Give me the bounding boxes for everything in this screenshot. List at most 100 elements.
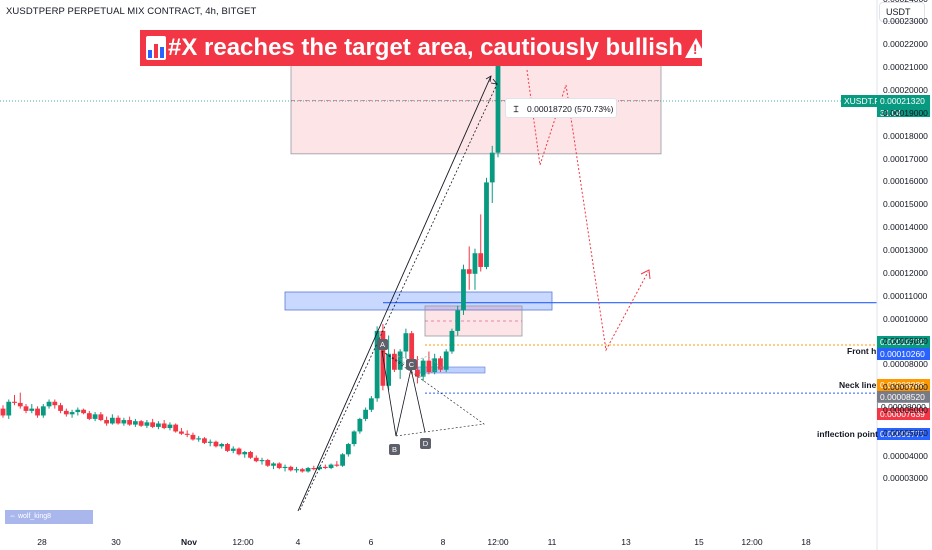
y-tick-label: 0.00011000 (883, 290, 928, 301)
last-price-tag: 0.00021320 31:04 (877, 95, 930, 118)
candle-body (121, 420, 127, 424)
candle-body (259, 460, 265, 462)
candle-body (368, 398, 374, 410)
last-price-value: 0.00021320 (880, 96, 925, 106)
candle-body (495, 60, 501, 153)
candle-body (276, 463, 282, 469)
candle-body (322, 466, 328, 469)
candle-body (225, 444, 230, 451)
candle-body (242, 452, 248, 455)
candle-body (478, 253, 484, 267)
x-tick-label: 15 (694, 537, 704, 547)
neck-line-label: Neck line (839, 380, 877, 390)
candle-body (472, 253, 478, 274)
chart-overlays (297, 0, 878, 550)
candle-body (432, 358, 438, 373)
x-tick-label: 28 (37, 537, 47, 547)
x-tick-label: 4 (295, 537, 301, 547)
pattern-point-a: A (377, 339, 388, 350)
y-tick-label: 0.00024000 (883, 0, 928, 4)
candle-body (363, 409, 369, 419)
y-tick-label: 0.00008000 (883, 359, 928, 370)
candle-body (265, 460, 271, 466)
candle-body (12, 401, 17, 403)
candle-body (236, 448, 242, 455)
candle-body (345, 444, 351, 455)
candle-body (288, 466, 294, 471)
countdown-value: 31:04 (880, 108, 902, 118)
candle-body (58, 405, 63, 411)
candle-body (489, 152, 495, 183)
y-tick-label: 0.00003000 (883, 473, 928, 484)
inflection-label: inflection point (817, 429, 878, 439)
y-tick-label: 0.00022000 (883, 39, 928, 50)
front-h-tag-2: 0.00010260 (877, 348, 930, 360)
candle-body (305, 468, 311, 472)
candle-body (386, 353, 392, 386)
candle-body (340, 454, 345, 466)
measure-arrowhead (485, 75, 498, 85)
y-tick-label: 0.00018000 (883, 130, 928, 141)
chart-annotations (0, 47, 877, 394)
currency-selector[interactable]: USDT (879, 2, 925, 22)
candle-body (230, 448, 236, 451)
x-tick-label: Nov (180, 537, 198, 547)
measure-tooltip: ⌶ 0.00018720 (570.73%) (505, 98, 617, 118)
symbol-header: XUSDTPERP PERPETUAL MIX CONTRACT, 4h, BI… (6, 6, 257, 17)
idea-title-banner: #X reaches the target area, cautiously b… (140, 30, 707, 66)
candle-body (0, 408, 6, 416)
inflection-tag: 0.00006777 (877, 428, 930, 440)
y-tick-label: 0.00010000 (883, 313, 928, 324)
neck-line-tag: 0.00008886 (877, 379, 930, 391)
pattern-point-c: C (406, 359, 417, 370)
candle-body (299, 469, 305, 472)
candle-body (98, 414, 104, 421)
candle-body (351, 431, 357, 445)
x-tick-label: 12:00 (232, 537, 254, 547)
measure-icon: ⌶ (513, 104, 519, 114)
pattern-point-d: D (420, 438, 431, 449)
candle-body (466, 269, 472, 274)
projection-arrowhead (640, 269, 651, 280)
candle-body (294, 469, 299, 471)
candle-body (282, 466, 288, 469)
x-tick-label: 11 (547, 537, 557, 547)
candle-body (167, 424, 173, 429)
candle-body (484, 182, 489, 267)
bar-chart-icon (146, 36, 166, 60)
watermark-text: wolf_king8 (17, 513, 52, 520)
candle-body (317, 466, 322, 470)
measure-line (297, 75, 492, 512)
y-tick-label: 0.00005000 (883, 427, 928, 438)
candle-body (46, 401, 52, 407)
y-tick-label: 0.00004000 (883, 450, 928, 461)
y-tick-label: 0.00021000 (883, 62, 928, 73)
candle-body (391, 353, 397, 370)
candle-body (213, 441, 219, 447)
candle-body (207, 441, 213, 443)
xabcd-pattern (381, 350, 426, 437)
candle-body (29, 408, 35, 411)
candle-body (52, 401, 58, 406)
candle-body (23, 406, 29, 411)
red-price-tag: 0.00007639 (877, 408, 930, 420)
candle-body (69, 412, 75, 415)
candle-body (397, 351, 403, 370)
y-tick-label: 0.00006000 (883, 404, 928, 415)
candle-body (248, 452, 253, 458)
candle-body (17, 402, 23, 407)
measure-value: 0.00018720 (570.73%) (527, 104, 614, 114)
candle-body (173, 424, 179, 432)
candle-body (438, 358, 443, 370)
candle-body (109, 417, 115, 424)
x-tick-label: 6 (368, 537, 374, 547)
x-tick-label: 13 (621, 537, 631, 547)
candle-body (184, 433, 190, 435)
candle-body (150, 422, 156, 427)
idea-title: #X reaches the target area, cautiously b… (168, 34, 683, 61)
candle-body (190, 434, 196, 440)
candle-body (409, 333, 415, 370)
candle-body (156, 423, 161, 427)
candle-body (328, 464, 334, 469)
